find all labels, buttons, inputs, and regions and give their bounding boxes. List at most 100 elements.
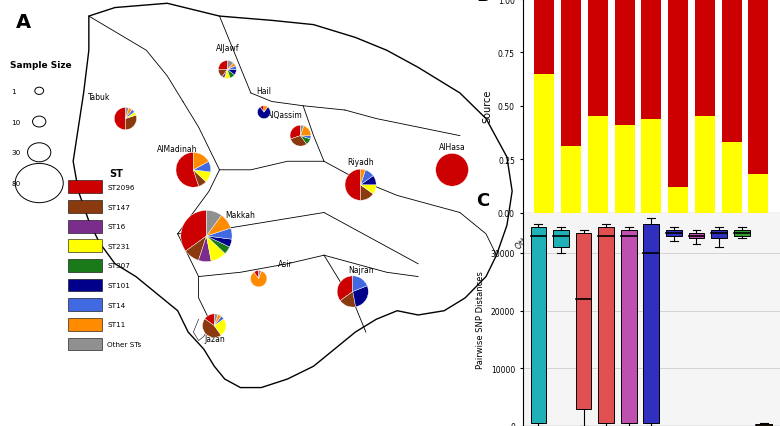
Bar — [68, 181, 102, 194]
Wedge shape — [227, 61, 233, 70]
Wedge shape — [215, 314, 218, 326]
Wedge shape — [215, 315, 222, 326]
Wedge shape — [345, 170, 360, 201]
Wedge shape — [254, 271, 259, 279]
Wedge shape — [337, 276, 353, 301]
Wedge shape — [340, 292, 356, 308]
Bar — [734, 230, 750, 236]
Text: Riyadh: Riyadh — [347, 157, 374, 166]
Wedge shape — [300, 126, 303, 136]
Wedge shape — [300, 127, 311, 136]
Bar — [68, 299, 102, 311]
Bar — [695, 117, 714, 213]
Bar — [68, 240, 102, 253]
Text: Other STs: Other STs — [107, 341, 141, 347]
Wedge shape — [222, 70, 227, 79]
Wedge shape — [193, 153, 208, 170]
Bar — [561, 147, 581, 213]
Text: Makkah: Makkah — [225, 210, 255, 219]
Wedge shape — [207, 216, 231, 236]
Wedge shape — [360, 176, 376, 185]
Bar — [68, 201, 102, 213]
Text: Tabuk: Tabuk — [88, 93, 111, 102]
Wedge shape — [360, 170, 365, 185]
Text: Jazan: Jazan — [204, 334, 225, 343]
Text: Asir: Asir — [278, 259, 292, 268]
Bar — [68, 259, 102, 272]
Polygon shape — [73, 4, 512, 388]
Bar — [695, 0, 714, 117]
Y-axis label: Source: Source — [482, 90, 492, 123]
Wedge shape — [257, 108, 271, 119]
Text: ST231: ST231 — [107, 243, 130, 249]
Wedge shape — [198, 236, 211, 262]
Wedge shape — [290, 126, 300, 140]
Bar — [641, 119, 661, 213]
Y-axis label: Pairwise SNP Distances: Pairwise SNP Distances — [476, 271, 485, 368]
Wedge shape — [261, 106, 264, 113]
Wedge shape — [176, 153, 199, 188]
Wedge shape — [300, 136, 310, 145]
Wedge shape — [227, 70, 236, 75]
Text: 1: 1 — [12, 89, 16, 95]
Bar — [68, 338, 102, 351]
Circle shape — [33, 117, 46, 128]
Bar — [598, 227, 614, 423]
Bar — [621, 230, 636, 423]
Wedge shape — [436, 154, 469, 187]
Wedge shape — [259, 271, 261, 279]
Wedge shape — [181, 211, 207, 251]
Wedge shape — [227, 70, 235, 79]
Bar — [722, 0, 742, 143]
Text: ST11: ST11 — [107, 322, 126, 328]
Bar — [68, 220, 102, 233]
Wedge shape — [353, 276, 367, 292]
Wedge shape — [264, 106, 268, 113]
Wedge shape — [126, 116, 136, 130]
Text: 80: 80 — [12, 181, 21, 187]
Bar — [641, 0, 661, 119]
Wedge shape — [207, 236, 225, 262]
Wedge shape — [290, 136, 307, 147]
Text: AlHasa: AlHasa — [438, 142, 466, 151]
Bar — [666, 230, 682, 236]
Text: A: A — [16, 13, 30, 32]
Wedge shape — [126, 113, 136, 119]
Bar — [561, 0, 581, 147]
Text: ST14: ST14 — [107, 302, 126, 308]
Wedge shape — [193, 170, 211, 182]
Text: ST101: ST101 — [107, 282, 130, 288]
Text: C: C — [477, 192, 490, 210]
Wedge shape — [360, 170, 373, 185]
Wedge shape — [203, 319, 222, 338]
Circle shape — [15, 164, 63, 203]
Text: 10: 10 — [12, 119, 21, 125]
Wedge shape — [360, 185, 376, 194]
Bar — [588, 0, 608, 117]
Wedge shape — [215, 319, 226, 335]
Text: Najran: Najran — [348, 266, 374, 275]
Bar — [534, 0, 555, 75]
Bar — [553, 230, 569, 248]
Text: B: B — [477, 0, 490, 5]
Wedge shape — [300, 136, 311, 140]
Bar — [668, 187, 688, 213]
Text: 30: 30 — [12, 150, 21, 156]
Bar — [530, 227, 546, 423]
Wedge shape — [193, 170, 206, 187]
Wedge shape — [126, 110, 134, 119]
Wedge shape — [227, 64, 236, 70]
Wedge shape — [218, 70, 227, 78]
Bar — [534, 75, 555, 213]
Circle shape — [27, 144, 51, 162]
Wedge shape — [215, 317, 224, 326]
Bar — [68, 279, 102, 292]
Bar — [757, 424, 772, 426]
Text: AlJawf: AlJawf — [215, 44, 239, 53]
Text: Hail: Hail — [257, 87, 271, 96]
Bar — [668, 0, 688, 187]
Bar — [576, 233, 591, 409]
Wedge shape — [115, 108, 126, 130]
Bar — [615, 126, 635, 213]
Wedge shape — [207, 228, 232, 240]
